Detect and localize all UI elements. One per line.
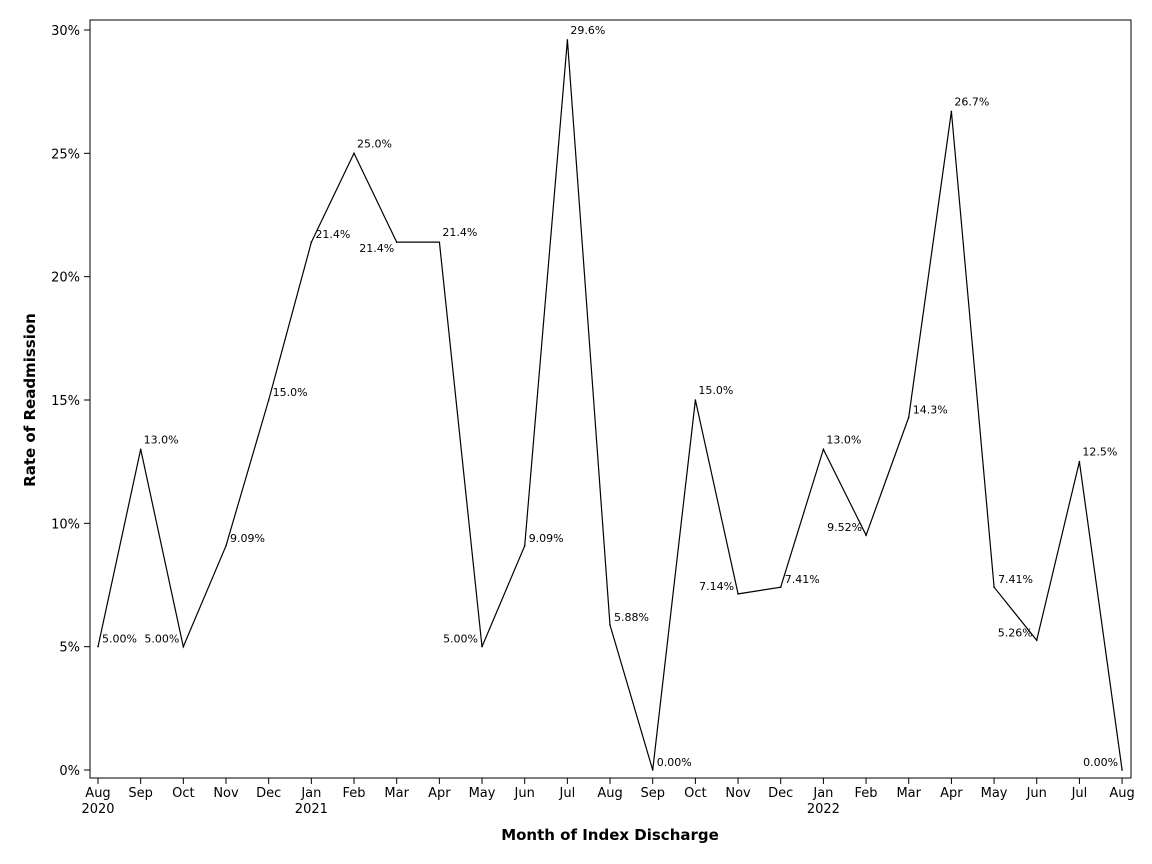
- series-line: [97, 39, 1123, 771]
- x-tick-label: Sep: [128, 786, 153, 801]
- data-label: 7.41%: [998, 573, 1033, 586]
- x-tick-label: Jan: [300, 786, 321, 801]
- data-point: [182, 645, 185, 648]
- data-point: [694, 399, 697, 401]
- x-tick-label: Jul: [559, 786, 576, 801]
- data-point: [1035, 639, 1038, 642]
- data-label: 5.00%: [144, 633, 179, 646]
- y-axis: 0% 5% 10% 15% 20% 25% 30%: [51, 24, 90, 779]
- data-label: 0.00%: [1083, 756, 1118, 769]
- y-tick-label: 30%: [51, 24, 80, 39]
- data-label: 15.0%: [273, 386, 308, 399]
- data-label: 5.88%: [614, 611, 649, 624]
- x-tick-label: Mar: [896, 786, 921, 801]
- data-point: [1078, 460, 1081, 463]
- data-point: [737, 593, 739, 595]
- data-point: [353, 152, 355, 155]
- x-tick-label: Oct: [172, 786, 194, 801]
- x-year-label: 2022: [807, 802, 840, 817]
- x-tick-label: May: [981, 786, 1008, 801]
- x-year-label: 2021: [295, 802, 328, 817]
- data-label: 12.5%: [1082, 446, 1117, 459]
- x-tick-label: Aug: [85, 786, 110, 801]
- data-point: [950, 110, 953, 113]
- data-label: 9.09%: [230, 532, 265, 545]
- data-label: 7.41%: [785, 573, 820, 586]
- data-point: [267, 399, 270, 401]
- data-point: [566, 39, 569, 41]
- x-tick-label: Nov: [213, 786, 239, 801]
- data-label: 25.0%: [357, 137, 392, 150]
- x-tick-label: Dec: [256, 786, 281, 801]
- y-tick-label: 25%: [51, 147, 80, 162]
- data-label: 9.09%: [529, 532, 564, 545]
- data-point: [993, 586, 995, 589]
- data-label: 5.00%: [102, 633, 137, 646]
- data-label: 7.14%: [699, 580, 734, 593]
- data-point: [438, 241, 441, 243]
- x-axis: Aug Sep Oct Nov Dec Jan Feb Mar Apr May Jun Jul Aug S…: [81, 778, 1135, 817]
- data-point: [822, 448, 825, 451]
- x-tick-label: Sep: [640, 786, 665, 801]
- x-tick-label: Apr: [428, 786, 451, 801]
- data-label: 0.00%: [657, 756, 692, 769]
- y-tick-label: 15%: [51, 394, 80, 409]
- data-point: [907, 416, 910, 419]
- data-point: [523, 544, 526, 547]
- x-tick-label: Jan: [812, 786, 833, 801]
- x-tick-label: Jun: [514, 786, 535, 801]
- x-tick-label: Oct: [684, 786, 706, 801]
- data-point: [865, 534, 867, 536]
- plot-frame: [89, 19, 1132, 779]
- y-tick-label: 0%: [59, 764, 80, 779]
- data-label: 21.4%: [315, 228, 350, 241]
- data-label: 13.0%: [826, 433, 861, 446]
- data-point: [609, 624, 611, 626]
- data-label: 9.52%: [827, 521, 862, 534]
- x-tick-label: Nov: [725, 786, 751, 801]
- y-tick-label: 5%: [59, 641, 80, 656]
- data-labels: 5.00% 13.0% 5.00% 9.09% 15.0% 21.4% 25.0% 21.4%…: [102, 24, 1118, 769]
- series: [97, 39, 1123, 771]
- data-point: [310, 241, 313, 243]
- x-tick-label: Jun: [1026, 786, 1047, 801]
- x-axis-title: Month of Index Discharge: [501, 826, 719, 844]
- data-point: [481, 645, 483, 648]
- data-point: [779, 586, 782, 589]
- x-tick-label: Mar: [384, 786, 409, 801]
- data-point: [139, 448, 142, 451]
- y-tick-label: 20%: [51, 271, 80, 286]
- data-label: 5.26%: [998, 626, 1033, 639]
- data-label: 21.4%: [442, 226, 477, 239]
- data-label: 26.7%: [954, 95, 989, 108]
- x-tick-label: Jul: [1071, 786, 1088, 801]
- x-tick-label: Feb: [343, 786, 366, 801]
- data-point: [1121, 769, 1123, 771]
- data-point: [651, 769, 654, 771]
- data-label: 15.0%: [698, 384, 733, 397]
- x-year-label: 2020: [81, 802, 114, 817]
- data-point: [97, 645, 99, 648]
- data-point: [225, 544, 227, 547]
- y-tick-label: 10%: [51, 517, 80, 532]
- x-tick-label: Dec: [768, 786, 793, 801]
- y-axis-title: Rate of Readmission: [21, 313, 39, 487]
- data-label: 21.4%: [359, 242, 394, 255]
- x-tick-label: Aug: [1109, 786, 1134, 801]
- x-tick-label: Aug: [597, 786, 622, 801]
- data-label: 14.3%: [913, 403, 948, 416]
- data-point: [395, 241, 398, 243]
- data-label: 29.6%: [570, 24, 605, 37]
- x-tick-label: Feb: [855, 786, 878, 801]
- x-tick-label: Apr: [940, 786, 963, 801]
- x-tick-label: May: [469, 786, 496, 801]
- data-label: 13.0%: [144, 433, 179, 446]
- data-label: 5.00%: [443, 633, 478, 646]
